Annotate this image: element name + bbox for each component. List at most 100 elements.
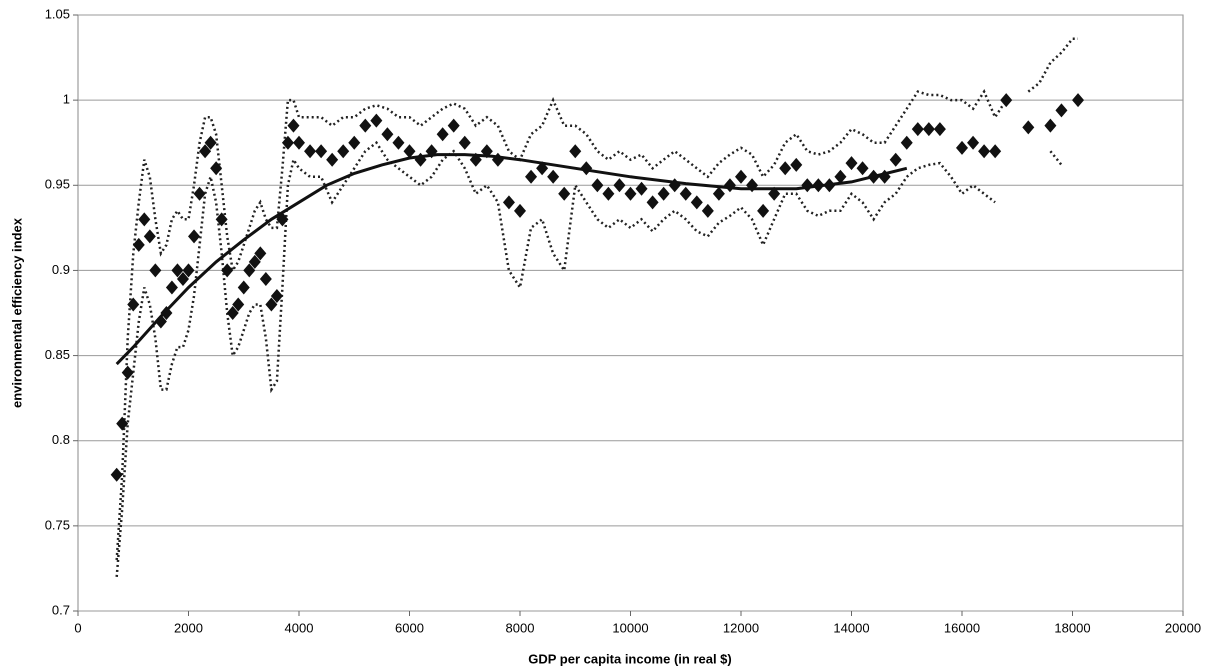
diamond-point bbox=[182, 263, 195, 278]
diamond-point bbox=[701, 203, 714, 218]
diamond-point bbox=[735, 169, 747, 184]
diamond-point bbox=[712, 186, 725, 201]
diamond-point bbox=[668, 178, 681, 193]
diamond-point bbox=[188, 229, 201, 244]
diamond-point bbox=[922, 122, 935, 137]
diamond-point bbox=[834, 169, 847, 184]
x-tick-label: 14000 bbox=[833, 620, 869, 635]
diamond-point bbox=[359, 118, 372, 133]
y-axis-title: environmental efficiency index bbox=[9, 217, 24, 408]
x-tick-label: 10000 bbox=[612, 620, 648, 635]
diamond-point bbox=[226, 306, 239, 320]
diamond-point bbox=[878, 169, 891, 184]
diamond-point bbox=[243, 263, 256, 278]
diamond-point bbox=[259, 271, 272, 286]
diamond-point bbox=[287, 118, 300, 133]
diamond-point bbox=[414, 152, 427, 167]
y-tick-label: 0.95 bbox=[45, 177, 70, 192]
x-tick-label: 6000 bbox=[395, 620, 424, 635]
diamond-point bbox=[204, 135, 217, 150]
diamond-point bbox=[812, 178, 825, 193]
diamond-point bbox=[889, 152, 902, 167]
diamond-point bbox=[138, 212, 151, 227]
diamond-point bbox=[624, 186, 637, 201]
diamond-point bbox=[210, 161, 223, 176]
diamond-point bbox=[149, 263, 162, 278]
y-tick-label: 0.75 bbox=[45, 517, 70, 532]
diamond-point bbox=[127, 297, 140, 312]
diamond-point bbox=[613, 178, 626, 193]
diamond-point bbox=[315, 144, 328, 159]
plot-frame bbox=[77, 14, 1184, 612]
diamond-point bbox=[768, 186, 781, 201]
band-line bbox=[115, 140, 996, 578]
diamond-point bbox=[337, 144, 350, 159]
diamond-point bbox=[392, 135, 405, 150]
diamond-point bbox=[193, 186, 206, 201]
x-tick-label: 8000 bbox=[506, 620, 535, 635]
y-tick-label: 0.8 bbox=[52, 432, 70, 447]
diamond-point bbox=[690, 195, 703, 210]
diamond-point bbox=[447, 118, 460, 133]
diamond-point bbox=[746, 178, 759, 193]
diamond-point bbox=[723, 178, 736, 193]
diamond-point bbox=[989, 144, 1002, 159]
diamond-point bbox=[176, 271, 189, 286]
diamond-point bbox=[933, 122, 946, 137]
diamond-point bbox=[237, 280, 250, 295]
diamond-point bbox=[132, 237, 145, 252]
band-line bbox=[1027, 37, 1078, 93]
y-tick-label: 0.9 bbox=[52, 262, 70, 277]
diamond-point bbox=[757, 203, 770, 218]
diamond-point bbox=[536, 161, 549, 176]
diamond-point bbox=[265, 297, 278, 312]
diamond-point bbox=[911, 122, 924, 137]
diamond-point bbox=[602, 186, 615, 201]
diamond-point bbox=[502, 195, 515, 210]
diamond-point bbox=[160, 306, 173, 320]
diamond-point bbox=[967, 135, 980, 150]
x-tick-label: 4000 bbox=[285, 620, 314, 635]
diamond-point bbox=[121, 365, 134, 380]
diamond-point bbox=[856, 161, 869, 176]
diamond-point bbox=[425, 144, 438, 159]
diamond-point bbox=[232, 297, 245, 312]
diamond-point bbox=[525, 169, 538, 184]
diamond-point bbox=[143, 229, 156, 244]
diamond-point bbox=[304, 144, 317, 159]
x-tick-label: 16000 bbox=[944, 620, 980, 635]
fit-line bbox=[115, 153, 908, 366]
band-line bbox=[115, 88, 1008, 560]
diamond-point bbox=[779, 161, 792, 176]
diamond-point bbox=[381, 127, 394, 142]
x-tick-label: 12000 bbox=[723, 620, 759, 635]
diamond-point bbox=[110, 467, 123, 482]
diamond-point bbox=[790, 157, 803, 172]
y-tick-label: 1.05 bbox=[45, 6, 70, 21]
diamond-point bbox=[900, 135, 913, 150]
diamond-point bbox=[978, 144, 991, 159]
band-line bbox=[1049, 150, 1063, 166]
diamond-point bbox=[480, 144, 493, 159]
diamond-point bbox=[165, 280, 178, 295]
diamond-point bbox=[221, 263, 234, 278]
diamond-point bbox=[370, 113, 383, 128]
diamond-point bbox=[436, 127, 449, 142]
diamond-point bbox=[1055, 103, 1068, 118]
x-tick-label: 0 bbox=[74, 620, 81, 635]
x-tick-label: 2000 bbox=[174, 620, 203, 635]
diamond-point bbox=[679, 186, 692, 201]
diamond-point bbox=[1022, 120, 1035, 135]
diamond-point bbox=[293, 135, 305, 150]
diamond-point bbox=[491, 152, 504, 167]
diamond-point bbox=[1044, 118, 1057, 133]
diamond-point bbox=[514, 203, 526, 218]
y-tick-label: 1 bbox=[63, 92, 70, 107]
diamond-point bbox=[657, 186, 670, 201]
diamond-point bbox=[591, 178, 604, 193]
diamond-point bbox=[635, 181, 648, 196]
diamond-point bbox=[116, 416, 129, 431]
diamond-point bbox=[270, 288, 283, 303]
diamond-point bbox=[569, 144, 582, 159]
